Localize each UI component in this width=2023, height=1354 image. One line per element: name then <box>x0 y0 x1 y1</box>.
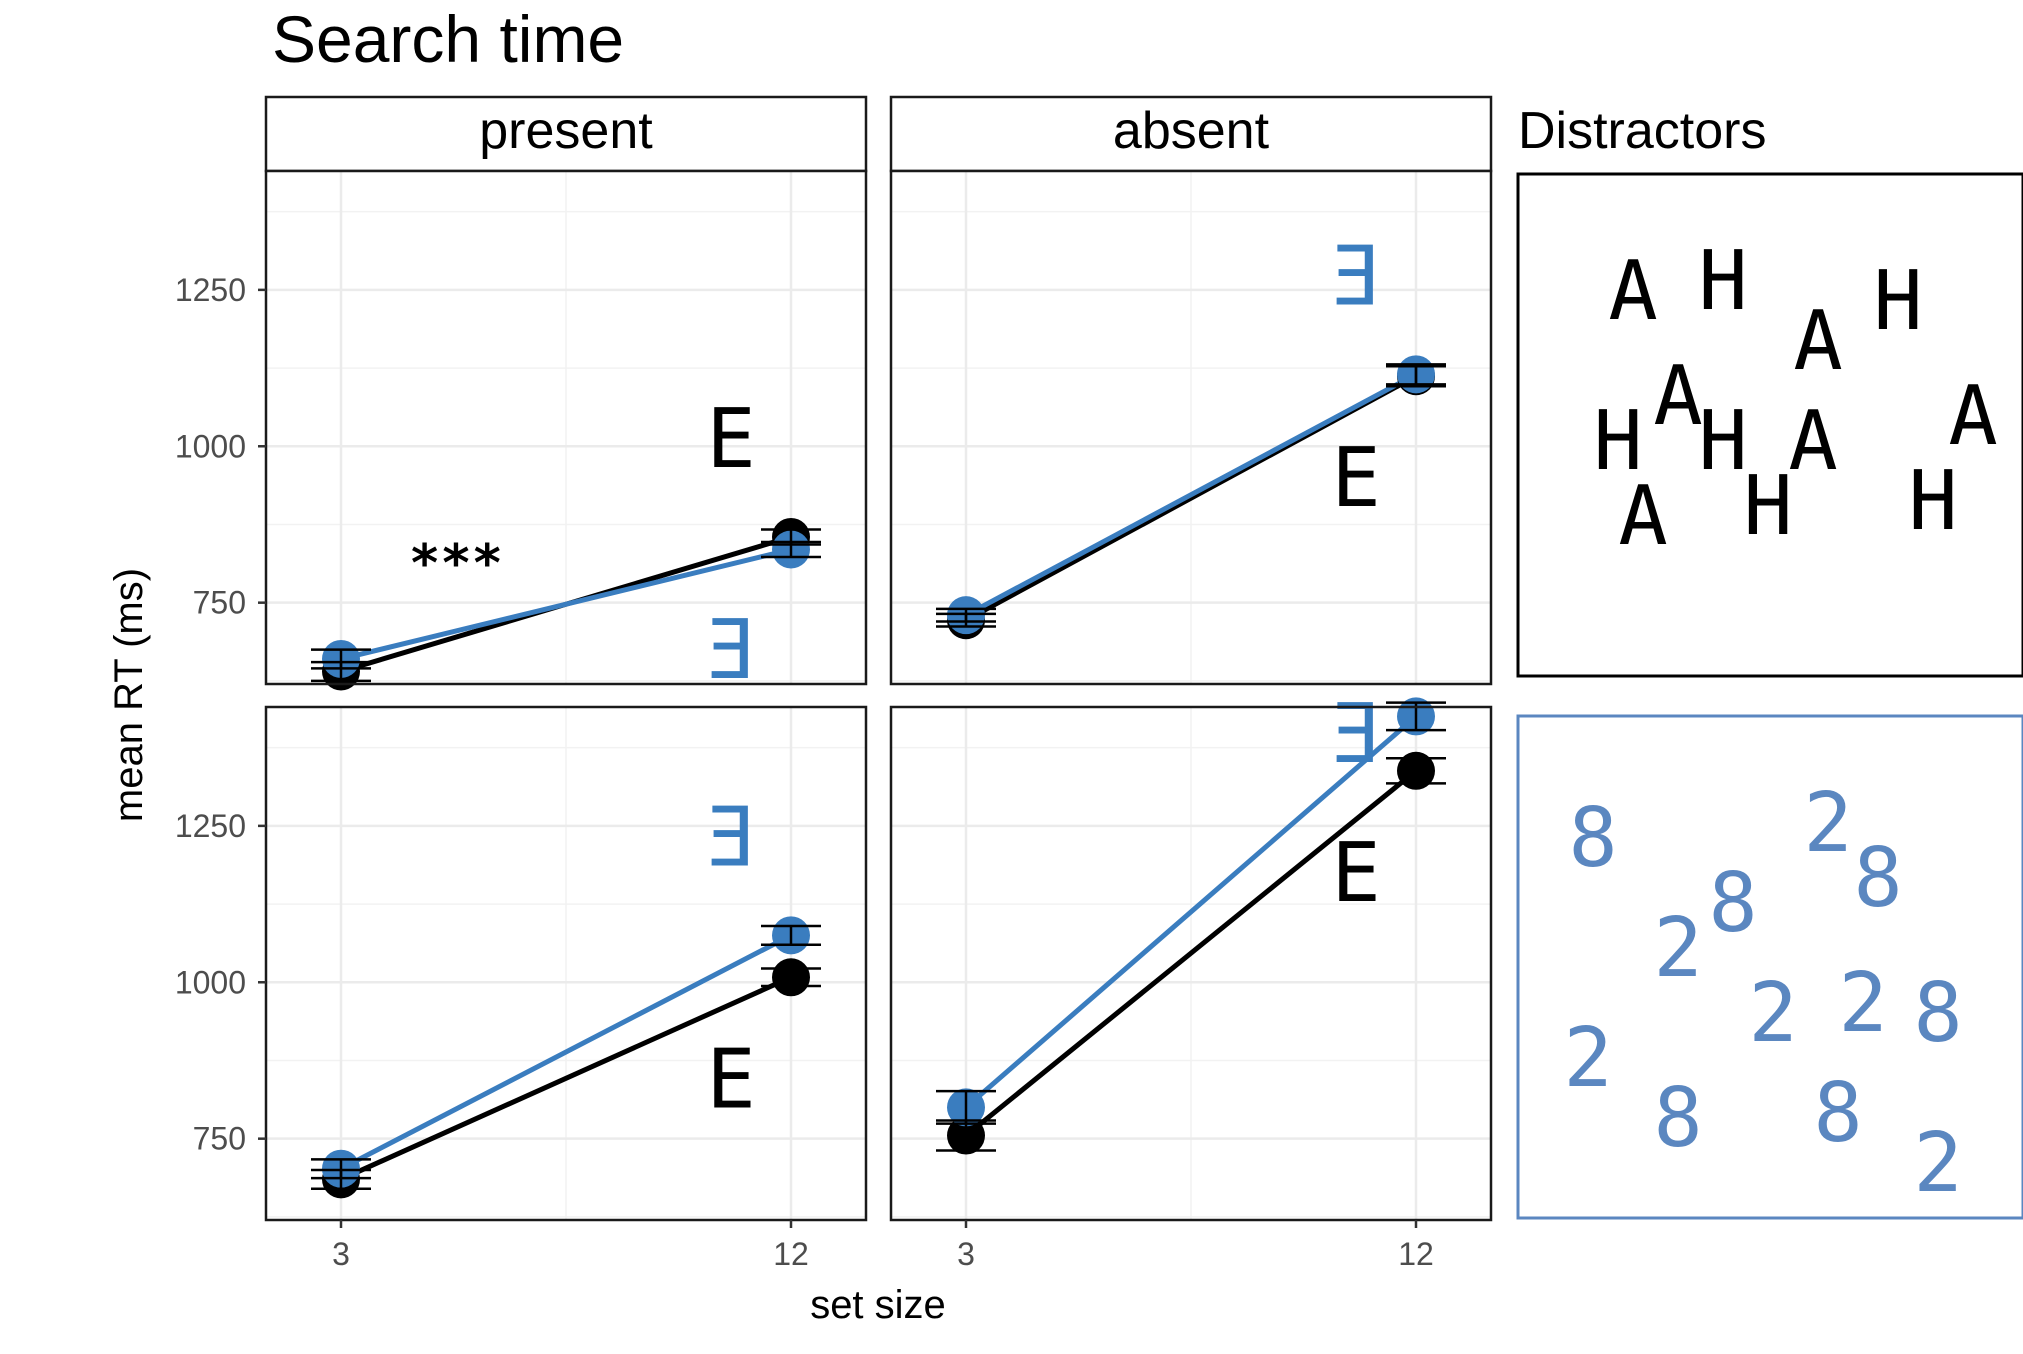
y-tick-label: 1000 <box>175 964 246 1000</box>
distractor-glyph: A <box>1608 244 1657 339</box>
y-tick-label: 1000 <box>175 428 246 464</box>
panel-border <box>264 169 868 686</box>
x-axis-title: set size <box>810 1283 946 1327</box>
distractor-glyph: H <box>1593 394 1642 489</box>
distractor-glyph: 2 <box>1748 966 1797 1061</box>
series-line-E <box>339 974 793 1182</box>
distractor-glyph: 8 <box>1813 1066 1862 1161</box>
distractor-glyph: A <box>1793 294 1842 389</box>
series-label-mirrored-E: E <box>706 603 755 698</box>
panel-border <box>264 705 868 1222</box>
distractor-glyph: 8 <box>1913 966 1962 1061</box>
y-tick-label: 1250 <box>175 808 246 844</box>
panel-present-row2: EE <box>264 705 868 1222</box>
series-line-mirrored-E <box>340 547 792 662</box>
distractor-glyph: H <box>1698 394 1747 489</box>
y-tick-label: 750 <box>193 1121 246 1157</box>
distractor-panel-1: A H HAA AH H AA H H <box>1516 172 2023 678</box>
distractor-glyph: 2 <box>1653 901 1702 996</box>
series-line-E <box>964 768 1418 1138</box>
distractor-glyph: H <box>1743 459 1792 554</box>
distractor-glyph: 8 <box>1853 831 1902 926</box>
series-label-E: E <box>1331 826 1380 921</box>
distractor-glyph: A <box>1948 369 1997 464</box>
y-axis-title: mean RT (ms) <box>107 568 151 822</box>
y-axes: 750 1000 1250 750 1000 1250 <box>175 272 266 1157</box>
significance-annotation: *** <box>409 534 503 594</box>
distractor-box <box>1516 714 2023 1220</box>
distractor-glyph: 2 <box>1838 956 1887 1051</box>
panel-absent-row1: EE <box>889 169 1493 686</box>
series-label-mirrored-E: E <box>1331 687 1380 782</box>
strip-label-absent: absent <box>1113 102 1270 160</box>
distractor-glyph: 8 <box>1653 1071 1702 1166</box>
strip-absent: absent <box>889 95 1493 173</box>
distractor-glyph: A <box>1653 349 1702 444</box>
y-tick-label: 750 <box>193 585 246 621</box>
distractor-glyph: H <box>1698 234 1747 329</box>
distractor-glyph: 2 <box>1803 776 1852 871</box>
series-label-E: E <box>706 392 755 487</box>
distractor-glyph: 8 <box>1708 856 1757 951</box>
x-tick-label: 12 <box>1398 1236 1434 1272</box>
series-label-mirrored-E: E <box>706 790 755 885</box>
panel-present-row1: E E *** <box>264 169 868 698</box>
distractor-glyph: H <box>1908 454 1957 549</box>
x-tick-label: 12 <box>773 1236 809 1272</box>
series-line-mirrored-E <box>964 372 1418 618</box>
x-axes: 3 12 3 12 <box>332 1220 1434 1272</box>
panel-absent-row2: EE <box>889 687 1493 1222</box>
distractor-glyph: A <box>1788 394 1837 489</box>
distractor-glyph: 8 <box>1568 791 1617 886</box>
distractor-glyph: H <box>1873 254 1922 349</box>
distractor-glyph: 2 <box>1563 1011 1612 1106</box>
series-label-mirrored-E: E <box>1331 229 1380 324</box>
distractor-glyph: A <box>1618 469 1667 564</box>
series-label-E: E <box>706 1032 755 1127</box>
panel-border <box>889 705 1493 1222</box>
distractors-label: Distractors <box>1518 102 1766 160</box>
strip-label-present: present <box>479 102 653 160</box>
x-tick-label: 3 <box>957 1236 975 1272</box>
distractor-glyph: 2 <box>1913 1116 1962 1211</box>
strip-present: present <box>264 95 868 173</box>
panel-border <box>889 169 1493 686</box>
series-line-mirrored-E <box>339 933 793 1171</box>
x-tick-label: 3 <box>332 1236 350 1272</box>
series-line-mirrored-E <box>964 714 1418 1110</box>
y-tick-label: 1250 <box>175 272 246 308</box>
chart-title: Search time <box>272 2 624 76</box>
distractor-box <box>1516 172 2023 678</box>
series-label-E: E <box>1331 431 1380 526</box>
